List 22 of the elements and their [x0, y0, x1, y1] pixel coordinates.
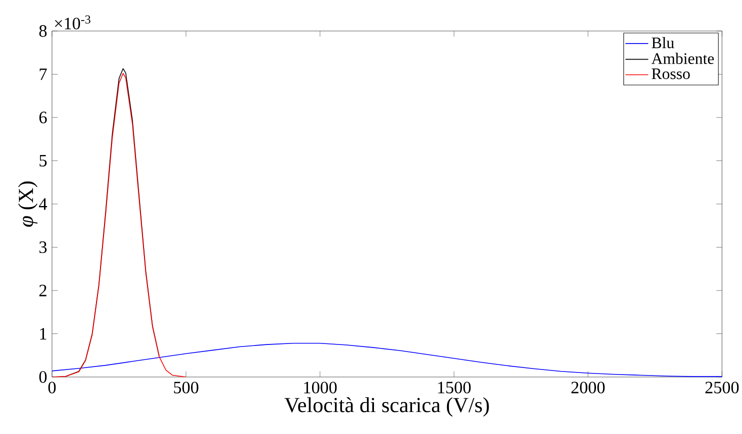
y-tick-label: 4: [38, 198, 48, 210]
x-tick-label: 1500: [438, 382, 471, 394]
x-tick-label: 1000: [304, 382, 337, 394]
x-tick-label: 2500: [705, 382, 739, 394]
y-tick-label: 8: [39, 25, 47, 37]
y-tick-label: 3: [39, 241, 47, 254]
x-tick-label: 0: [48, 382, 56, 394]
y-tick-label: 5: [40, 154, 47, 166]
legend-label: Blu: [652, 36, 674, 48]
y-axis-title: φ (X): [18, 182, 38, 227]
y-tick-label: 0: [39, 371, 47, 383]
y-tick-label: 6: [39, 112, 47, 124]
x-tick-label: 2000: [571, 382, 605, 394]
legend-label: Ambiente: [651, 52, 714, 64]
x-axis-title: Velocità di scarica (V/s): [284, 397, 489, 417]
y-tick-label: 2: [39, 284, 46, 296]
text: ×10$^{-3}$: [54, 15, 90, 30]
line-series: [52, 72, 186, 377]
x-tick-label: 500: [174, 382, 198, 394]
legend-label: Rosso: [652, 68, 690, 80]
y-tick-label: 1: [40, 328, 46, 340]
y-tick-label: 7: [40, 68, 47, 80]
